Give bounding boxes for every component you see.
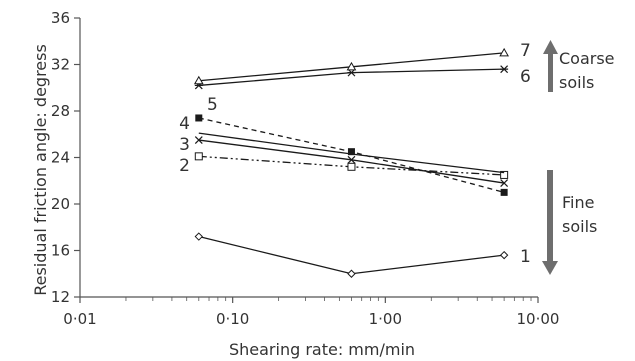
marker-filled-square [195,114,203,122]
fine-label-line2: soils [562,217,597,236]
fine-arrow-icon [542,261,558,275]
series-label-2: 2 [179,156,190,176]
x-axis-title: Shearing rate: mm/min [229,340,415,359]
marker-triangle [193,75,204,85]
series-label-1: 1 [520,247,531,267]
series-2 [194,152,509,179]
series-label-4: 4 [179,114,190,134]
marker-diamond [347,269,356,278]
coarse-arrow-icon [543,40,558,54]
y-tick-label: 12 [51,288,70,306]
marker-square [500,170,509,179]
marker-diamond [194,232,204,241]
y-tick-label: 32 [51,56,70,74]
series-label-5: 5 [207,95,218,115]
marker-diamond [499,250,509,260]
y-tick-label: 36 [51,9,70,27]
marker-x [500,179,509,187]
coarse-label-line1: Coarse [559,49,615,68]
series-3 [194,136,509,187]
x-tick-label: 10·00 [517,310,560,328]
coarse-label-line2: soils [559,73,594,92]
marker-triangle [346,61,357,71]
annotations: Coarse soils Fine soils [542,40,615,275]
series-label-6: 6 [520,67,531,87]
marker-x [194,136,203,144]
x-tick-label: 1·00 [369,310,402,328]
series-line-3 [198,139,505,184]
marker-square [194,152,203,161]
marker-filled-square [500,188,508,196]
series-label-3: 3 [179,135,190,155]
marker-star [500,65,509,74]
fine-arrow-shaft [547,170,553,263]
fine-label-line1: Fine [562,193,594,212]
series-6 [194,65,509,90]
coarse-arrow-shaft [548,52,553,92]
series-7 [193,47,509,85]
y-tick-label: 16 [51,242,70,260]
series-1 [194,232,509,278]
marker-square [347,162,356,171]
series-label-7: 7 [520,41,531,61]
y-tick-label: 24 [51,149,70,167]
y-tick-label: 28 [51,102,70,120]
y-tick-label: 20 [51,195,70,213]
series-group [193,47,509,278]
marker-x [347,155,356,164]
x-tick-label: 0·10 [216,310,249,328]
series-line-1 [198,235,505,275]
marker-triangle [499,47,509,57]
series-line-6 [198,68,505,87]
y-axis-title: Residual friction angle: degress [31,44,50,296]
series-5 [195,114,508,196]
x-tick-label: 0·01 [63,310,96,328]
marker-filled-square [347,148,355,156]
